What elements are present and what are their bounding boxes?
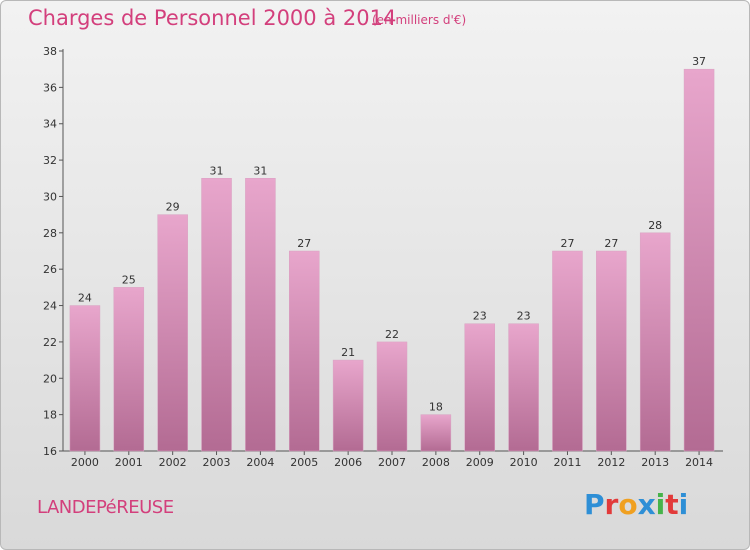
data-label-2011: 27 (560, 237, 574, 250)
data-label-2005: 27 (297, 237, 311, 250)
bar-2000 (69, 305, 101, 452)
chart-unit: (en milliers d'€) (372, 13, 467, 27)
x-tick-label-2003: 2003 (203, 456, 231, 469)
proxiti-logo[interactable]: Proxiti (584, 488, 688, 521)
data-label-2009: 23 (473, 310, 487, 323)
y-tick-label: 18 (43, 409, 57, 422)
logo-letter: r (604, 488, 619, 521)
bar-2010 (508, 323, 539, 452)
y-tick-label: 36 (43, 81, 57, 94)
data-label-2001: 25 (122, 273, 136, 286)
bar-2011 (552, 250, 583, 452)
x-tick-label-2008: 2008 (422, 456, 450, 469)
x-tick-label-2006: 2006 (334, 456, 362, 469)
x-tick-label-2011: 2011 (553, 456, 581, 469)
data-label-2006: 21 (341, 346, 355, 359)
x-tick-label-2009: 2009 (466, 456, 494, 469)
data-label-2008: 18 (429, 401, 443, 414)
y-tick-label: 24 (43, 300, 57, 313)
y-tick-label: 26 (43, 263, 57, 276)
logo-letter: i (678, 488, 689, 521)
bar-2003 (201, 178, 232, 452)
logo-letter: o (618, 488, 638, 521)
y-tick-label: 30 (43, 190, 57, 203)
data-label-2010: 23 (517, 310, 531, 323)
y-tick-label: 20 (43, 372, 57, 385)
logo-letter: i (655, 488, 666, 521)
bar-2012 (596, 250, 627, 452)
bar-2006 (332, 359, 364, 452)
x-tick-label-2014: 2014 (685, 456, 713, 469)
x-tick-label-2001: 2001 (115, 456, 143, 469)
data-label-2007: 22 (385, 328, 399, 341)
y-tick-label: 28 (43, 227, 57, 240)
data-label-2004: 31 (253, 164, 267, 177)
bar-2009 (464, 323, 495, 452)
x-tick-label-2002: 2002 (159, 456, 187, 469)
y-tick-label: 38 (43, 45, 57, 58)
logo-letter: x (637, 488, 656, 521)
x-tick-label-2012: 2012 (597, 456, 625, 469)
x-tick-label-2010: 2010 (510, 456, 538, 469)
bar-2005 (289, 250, 320, 452)
x-tick-label-2013: 2013 (641, 456, 669, 469)
data-label-2014: 37 (692, 55, 706, 68)
bar-2007 (376, 341, 408, 452)
x-tick-label-2007: 2007 (378, 456, 406, 469)
bar-2004 (245, 178, 276, 452)
y-tick-label: 32 (43, 154, 57, 167)
chart-title: Charges de Personnel 2000 à 2014 (28, 6, 397, 30)
logo-letter: t (665, 488, 679, 521)
data-label-2002: 29 (166, 201, 180, 214)
data-label-2013: 28 (648, 219, 662, 232)
y-tick-label: 22 (43, 336, 57, 349)
data-label-2012: 27 (604, 237, 618, 250)
y-tick-label: 16 (43, 445, 57, 458)
bar-2008 (420, 414, 452, 452)
city-name: LANDEPéREUSE (37, 497, 174, 518)
data-label-2003: 31 (210, 164, 224, 177)
x-tick-label-2004: 2004 (246, 456, 274, 469)
bar-2001 (113, 287, 145, 452)
bar-2002 (157, 214, 188, 452)
bar-2013 (639, 232, 671, 452)
y-tick-label: 34 (43, 118, 57, 131)
x-tick-label-2000: 2000 (71, 456, 99, 469)
bar-2014 (683, 68, 715, 452)
x-tick-label-2005: 2005 (290, 456, 318, 469)
logo-letter: P (584, 488, 605, 521)
data-label-2000: 24 (78, 292, 92, 305)
